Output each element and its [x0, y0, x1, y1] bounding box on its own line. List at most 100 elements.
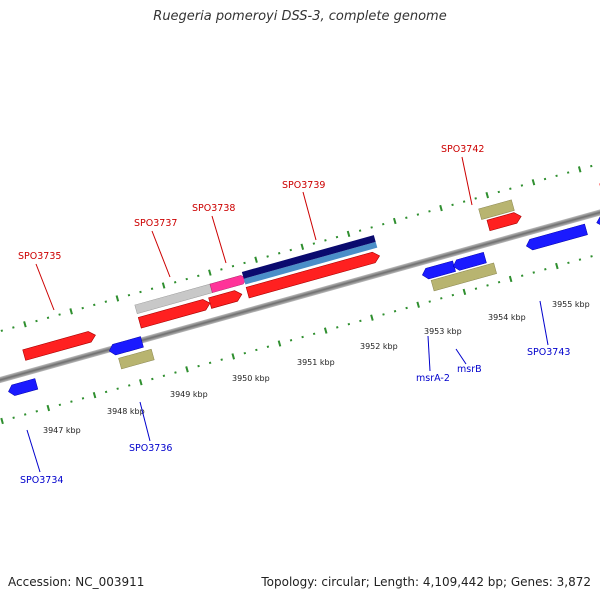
minor-tick — [277, 252, 281, 255]
gene-msrb-blue[interactable] — [452, 251, 487, 271]
minor-tick — [428, 210, 431, 213]
minor-tick — [174, 371, 177, 374]
scale-label: 3951 kbp — [297, 358, 335, 367]
forward-genes — [22, 176, 600, 361]
genome-backbone — [0, 199, 600, 389]
minor-tick — [208, 361, 212, 365]
minor-tick — [497, 190, 501, 194]
scale-label: 3953 kbp — [424, 327, 462, 336]
major-tick — [0, 417, 4, 425]
minor-tick — [70, 400, 73, 403]
gene-spo3742-red[interactable] — [486, 211, 523, 232]
gene-msr-olive[interactable] — [430, 262, 497, 292]
label-spo3737: SPO3737 — [134, 218, 177, 229]
minor-tick — [566, 171, 570, 174]
gene-spo3742-olive[interactable] — [478, 199, 515, 220]
minor-tick — [58, 403, 62, 407]
major-tick — [531, 179, 536, 186]
gene-spo3738-pink[interactable] — [209, 274, 248, 293]
minor-tick — [324, 239, 327, 242]
scale-label: 3947 kbp — [43, 426, 81, 435]
minor-tick — [12, 326, 15, 329]
minor-tick — [543, 177, 547, 181]
gene-spo3735[interactable] — [22, 330, 97, 361]
minor-tick — [173, 281, 177, 284]
major-tick — [23, 321, 27, 328]
minor-tick — [393, 309, 397, 313]
minor-tick — [486, 284, 489, 287]
minor-tick — [555, 174, 558, 178]
minor-tick — [301, 335, 304, 339]
minor-tick — [336, 326, 339, 329]
major-tick — [577, 166, 582, 173]
scale-label: 3955 kbp — [552, 300, 590, 309]
minor-tick — [289, 248, 292, 252]
reverse-genes — [7, 211, 600, 397]
minor-tick — [312, 242, 316, 245]
major-tick — [346, 230, 351, 238]
gene-spo3738-red[interactable] — [208, 289, 244, 309]
minor-tick — [590, 164, 593, 168]
major-tick — [92, 391, 97, 399]
minor-tick — [58, 313, 61, 316]
gene-spo3734[interactable] — [7, 378, 39, 397]
major-tick — [185, 366, 189, 373]
minor-tick — [497, 280, 501, 284]
minor-tick — [544, 268, 547, 271]
minor-tick — [185, 277, 188, 281]
minor-tick — [520, 184, 524, 187]
minor-tick — [243, 351, 247, 355]
minor-tick — [509, 187, 512, 190]
gene-msra2-blue[interactable] — [421, 260, 456, 280]
minor-tick — [197, 274, 200, 278]
major-tick — [393, 217, 397, 225]
gene-spo3743[interactable] — [525, 223, 588, 251]
minor-tick — [405, 216, 408, 219]
gene-spo3739-steel[interactable] — [243, 241, 378, 285]
minor-tick — [116, 387, 119, 390]
label-msra2: msrA-2 — [416, 373, 450, 384]
minor-tick — [81, 306, 84, 310]
scale-labels: 3947 kbp 3948 kbp 3949 kbp 3950 kbp 3951 kbp… — [43, 300, 590, 435]
major-tick — [254, 256, 258, 263]
minor-tick — [382, 313, 385, 316]
gene-right-blue[interactable] — [595, 211, 600, 228]
minor-tick — [150, 287, 154, 290]
minor-tick — [35, 319, 38, 323]
minor-tick — [266, 345, 270, 348]
major-tick — [277, 340, 282, 347]
minor-tick — [46, 316, 50, 320]
gene-spo3736-blue[interactable] — [108, 336, 144, 357]
accession-text: Accession: NC_003911 — [8, 575, 145, 589]
minor-tick — [416, 213, 420, 216]
label-spo3734: SPO3734 — [20, 475, 63, 486]
gene-spo3739-red[interactable] — [245, 251, 381, 299]
minor-tick — [451, 293, 455, 297]
minor-tick — [104, 300, 108, 303]
minor-tick — [532, 271, 535, 274]
minor-tick — [12, 416, 15, 419]
major-tick — [370, 314, 374, 321]
minor-tick — [289, 339, 293, 342]
major-tick — [300, 243, 305, 250]
minor-tick — [590, 255, 593, 258]
major-tick — [231, 353, 236, 360]
label-spo3743: SPO3743 — [527, 347, 570, 358]
minor-tick — [162, 374, 166, 378]
major-tick — [323, 327, 328, 334]
genome-info-text: Topology: circular; Length: 4,109,442 bp… — [261, 575, 591, 589]
minor-tick — [462, 200, 466, 203]
major-tick — [69, 308, 73, 315]
minor-tick — [428, 300, 431, 303]
minor-tick — [335, 235, 339, 239]
gene-spo3737[interactable] — [137, 298, 211, 329]
minor-tick — [381, 222, 385, 226]
gene-spo3736-olive[interactable] — [118, 348, 155, 370]
minor-tick — [312, 332, 316, 336]
minor-tick — [405, 306, 408, 310]
gene-spo3739-navy[interactable] — [241, 235, 376, 279]
scale-label: 3950 kbp — [232, 374, 270, 383]
major-tick — [439, 204, 443, 212]
minor-tick — [220, 268, 223, 271]
